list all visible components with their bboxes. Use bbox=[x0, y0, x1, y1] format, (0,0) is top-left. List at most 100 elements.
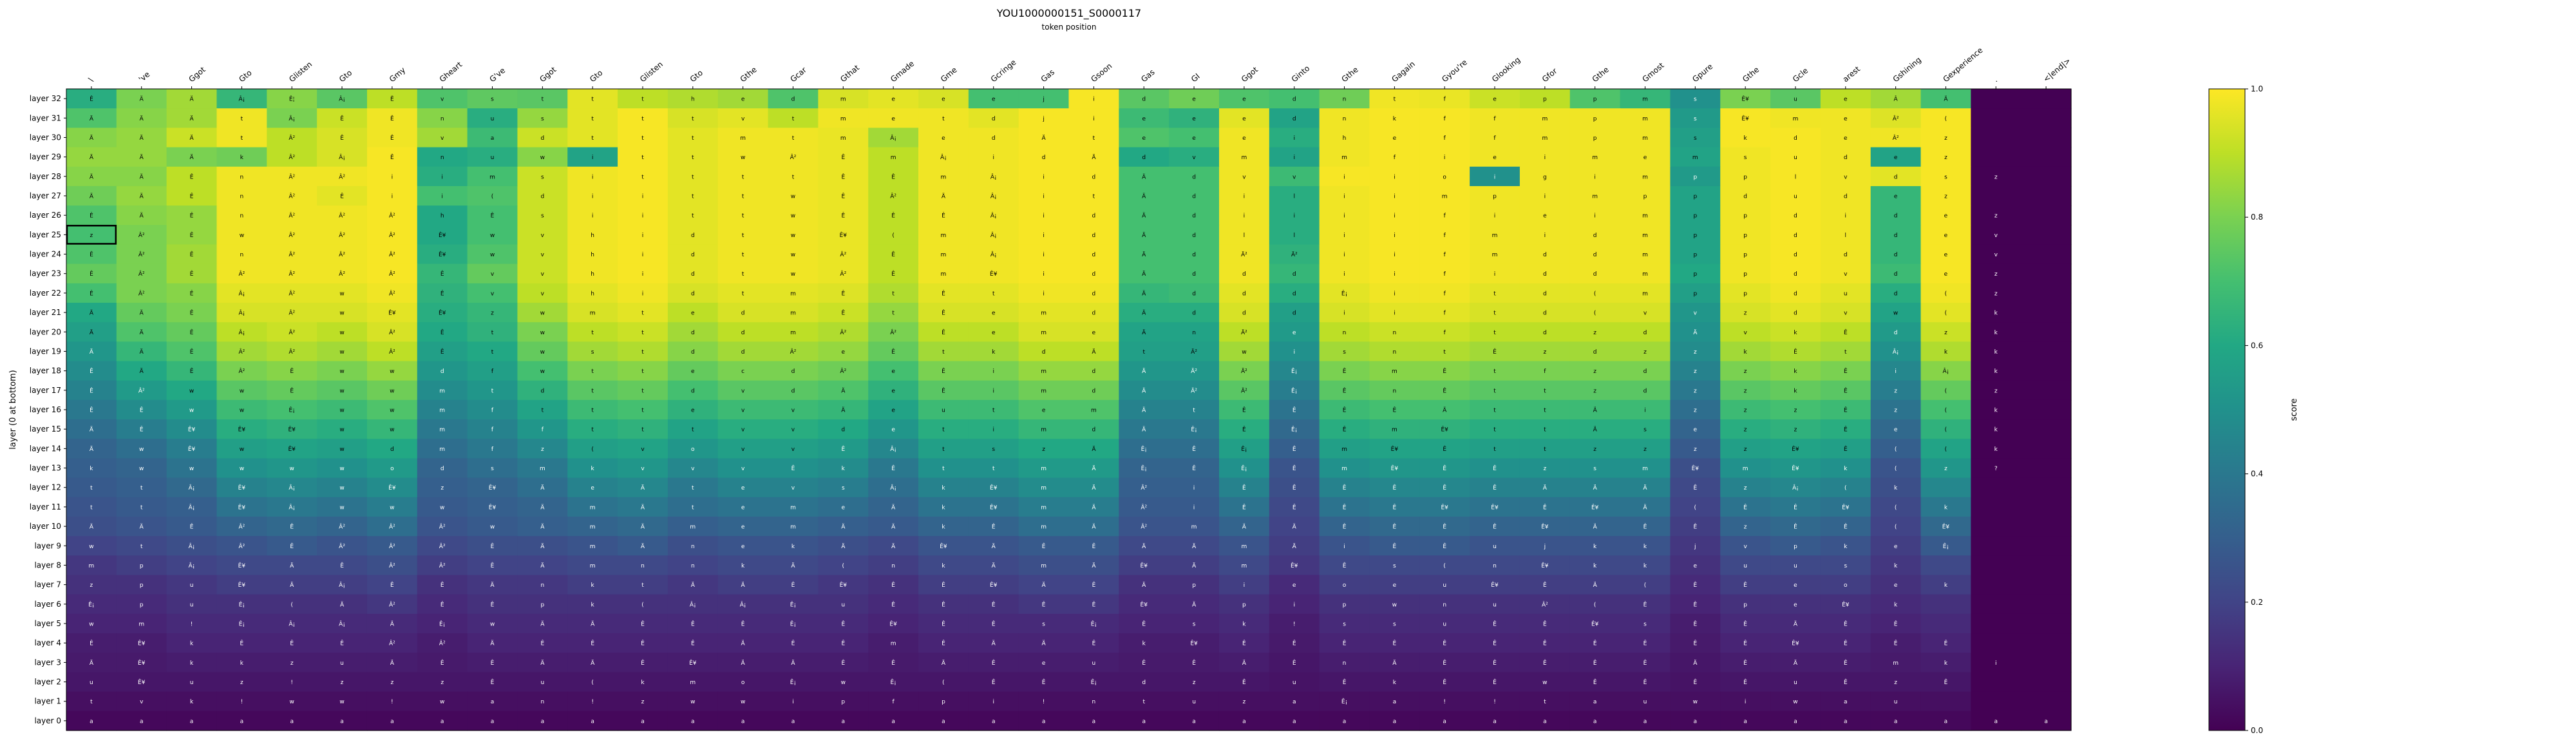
cell-label: w bbox=[240, 466, 244, 472]
heatmap-cell bbox=[116, 341, 167, 362]
cell-label: Ê bbox=[1393, 406, 1397, 414]
cell-label: m bbox=[840, 97, 846, 103]
heatmap-cell bbox=[1319, 108, 1370, 128]
cell-label: Ê bbox=[891, 581, 895, 589]
cell-label: t bbox=[742, 291, 744, 297]
cell-label: m bbox=[1793, 116, 1799, 122]
heatmap-cell bbox=[1820, 303, 1871, 323]
cell-label: Ê bbox=[1844, 386, 1848, 394]
heatmap-cell bbox=[1218, 147, 1270, 167]
heatmap-cell bbox=[1870, 108, 1922, 128]
cell-label: Â¡ bbox=[289, 620, 295, 628]
heatmap-cell bbox=[1068, 225, 1119, 245]
cell-label: Ê¥ bbox=[1291, 562, 1298, 569]
cell-label: Ä bbox=[1092, 465, 1096, 472]
cell-label: ? bbox=[1994, 466, 1998, 472]
cell-label: t bbox=[641, 310, 644, 317]
heatmap-cell bbox=[1218, 497, 1270, 517]
cell-label: i bbox=[1293, 349, 1295, 356]
cell-label: Ê bbox=[1543, 620, 1547, 628]
heatmap-cell bbox=[1870, 341, 1922, 362]
heatmap-cell bbox=[1971, 244, 2022, 265]
cell-label: z bbox=[1243, 699, 1246, 705]
heatmap-cell bbox=[768, 205, 819, 225]
cell-label: t bbox=[641, 135, 644, 142]
heatmap-cell bbox=[1169, 517, 1220, 537]
cell-label: i bbox=[1494, 271, 1496, 278]
cell-label: Ä bbox=[1593, 524, 1598, 531]
cell-label: m bbox=[1041, 524, 1046, 531]
cell-label: e bbox=[691, 408, 695, 414]
cell-label: Ä bbox=[90, 446, 94, 453]
cell-label: i bbox=[592, 155, 594, 161]
cell-label: Ä bbox=[1293, 543, 1297, 550]
heatmap-cell bbox=[1218, 89, 1270, 109]
heatmap-cell bbox=[467, 322, 518, 342]
y-tick-label: layer 8 bbox=[34, 560, 61, 569]
heatmap-cell bbox=[317, 147, 368, 167]
cell-label: ( bbox=[1694, 504, 1697, 511]
heatmap-cell bbox=[1068, 128, 1119, 148]
colorbar-tick-label: 0.6 bbox=[2251, 341, 2263, 350]
cell-label: d bbox=[1543, 310, 1547, 317]
cell-label: i bbox=[1644, 408, 1646, 414]
heatmap-cell bbox=[66, 497, 117, 517]
cell-label: n bbox=[1493, 563, 1497, 569]
cell-label: Â² bbox=[1542, 600, 1548, 608]
cell-label: u bbox=[1493, 544, 1497, 550]
cell-label: i bbox=[441, 174, 443, 180]
cell-label: Ê bbox=[1343, 503, 1347, 511]
cell-label: Â¡ bbox=[339, 95, 345, 103]
heatmap-cell bbox=[567, 419, 618, 439]
cell-label: n bbox=[1343, 116, 1347, 122]
cell-label: Ê¥ bbox=[940, 542, 947, 550]
heatmap-cell bbox=[1519, 517, 1571, 537]
heatmap-cell bbox=[467, 186, 518, 206]
cell-label: k bbox=[1994, 368, 1998, 375]
heatmap-cell bbox=[667, 186, 719, 206]
heatmap-cell bbox=[1971, 322, 2022, 342]
cell-label: Ê bbox=[1393, 503, 1397, 511]
y-tick-label: layer 28 bbox=[30, 172, 61, 181]
cell-label: Â¡ bbox=[990, 193, 997, 200]
cell-label: a bbox=[90, 718, 93, 725]
cell-label: p bbox=[1743, 602, 1747, 608]
cell-label: a bbox=[842, 718, 846, 725]
cell-label: z bbox=[390, 680, 393, 686]
heatmap-cell bbox=[267, 341, 317, 362]
heatmap-cell bbox=[1119, 419, 1170, 439]
heatmap-cell bbox=[618, 263, 668, 284]
heatmap-cell bbox=[116, 399, 167, 420]
heatmap-cell bbox=[1068, 497, 1119, 517]
cell-label: v bbox=[1743, 330, 1747, 336]
cell-label: w bbox=[791, 252, 795, 258]
heatmap-cell bbox=[618, 399, 668, 420]
heatmap-cell bbox=[1770, 128, 1821, 148]
cell-label: v bbox=[1694, 310, 1698, 317]
heatmap-cell bbox=[1169, 497, 1220, 517]
heatmap-cell bbox=[166, 186, 218, 206]
cell-label: m bbox=[790, 504, 796, 511]
heatmap-cell bbox=[1820, 517, 1871, 537]
heatmap-cell bbox=[1119, 477, 1170, 498]
cell-label: Â¡ bbox=[990, 212, 997, 220]
cell-label: k bbox=[190, 699, 194, 705]
heatmap-cell bbox=[968, 517, 1019, 537]
cell-label: u bbox=[1794, 155, 1797, 161]
cell-label: k bbox=[1994, 330, 1998, 336]
cell-label: Ê¡ bbox=[1091, 678, 1097, 686]
cell-label: ! bbox=[191, 622, 193, 628]
cell-label: Ê bbox=[1844, 620, 1848, 628]
x-tick-label: Gsoon bbox=[1089, 61, 1113, 84]
cell-label: t bbox=[241, 135, 243, 142]
cell-label: z bbox=[90, 233, 93, 239]
heatmap-cell bbox=[1319, 341, 1370, 362]
cell-label: i bbox=[1293, 135, 1295, 142]
cell-label: w bbox=[240, 408, 244, 414]
cell-label: Ê bbox=[1543, 581, 1547, 589]
cell-label: i bbox=[1895, 368, 1897, 375]
cell-label: Â¡ bbox=[239, 289, 245, 297]
cell-label: w bbox=[540, 330, 545, 336]
heatmap-cell bbox=[467, 89, 518, 109]
heatmap-cell bbox=[166, 108, 218, 128]
